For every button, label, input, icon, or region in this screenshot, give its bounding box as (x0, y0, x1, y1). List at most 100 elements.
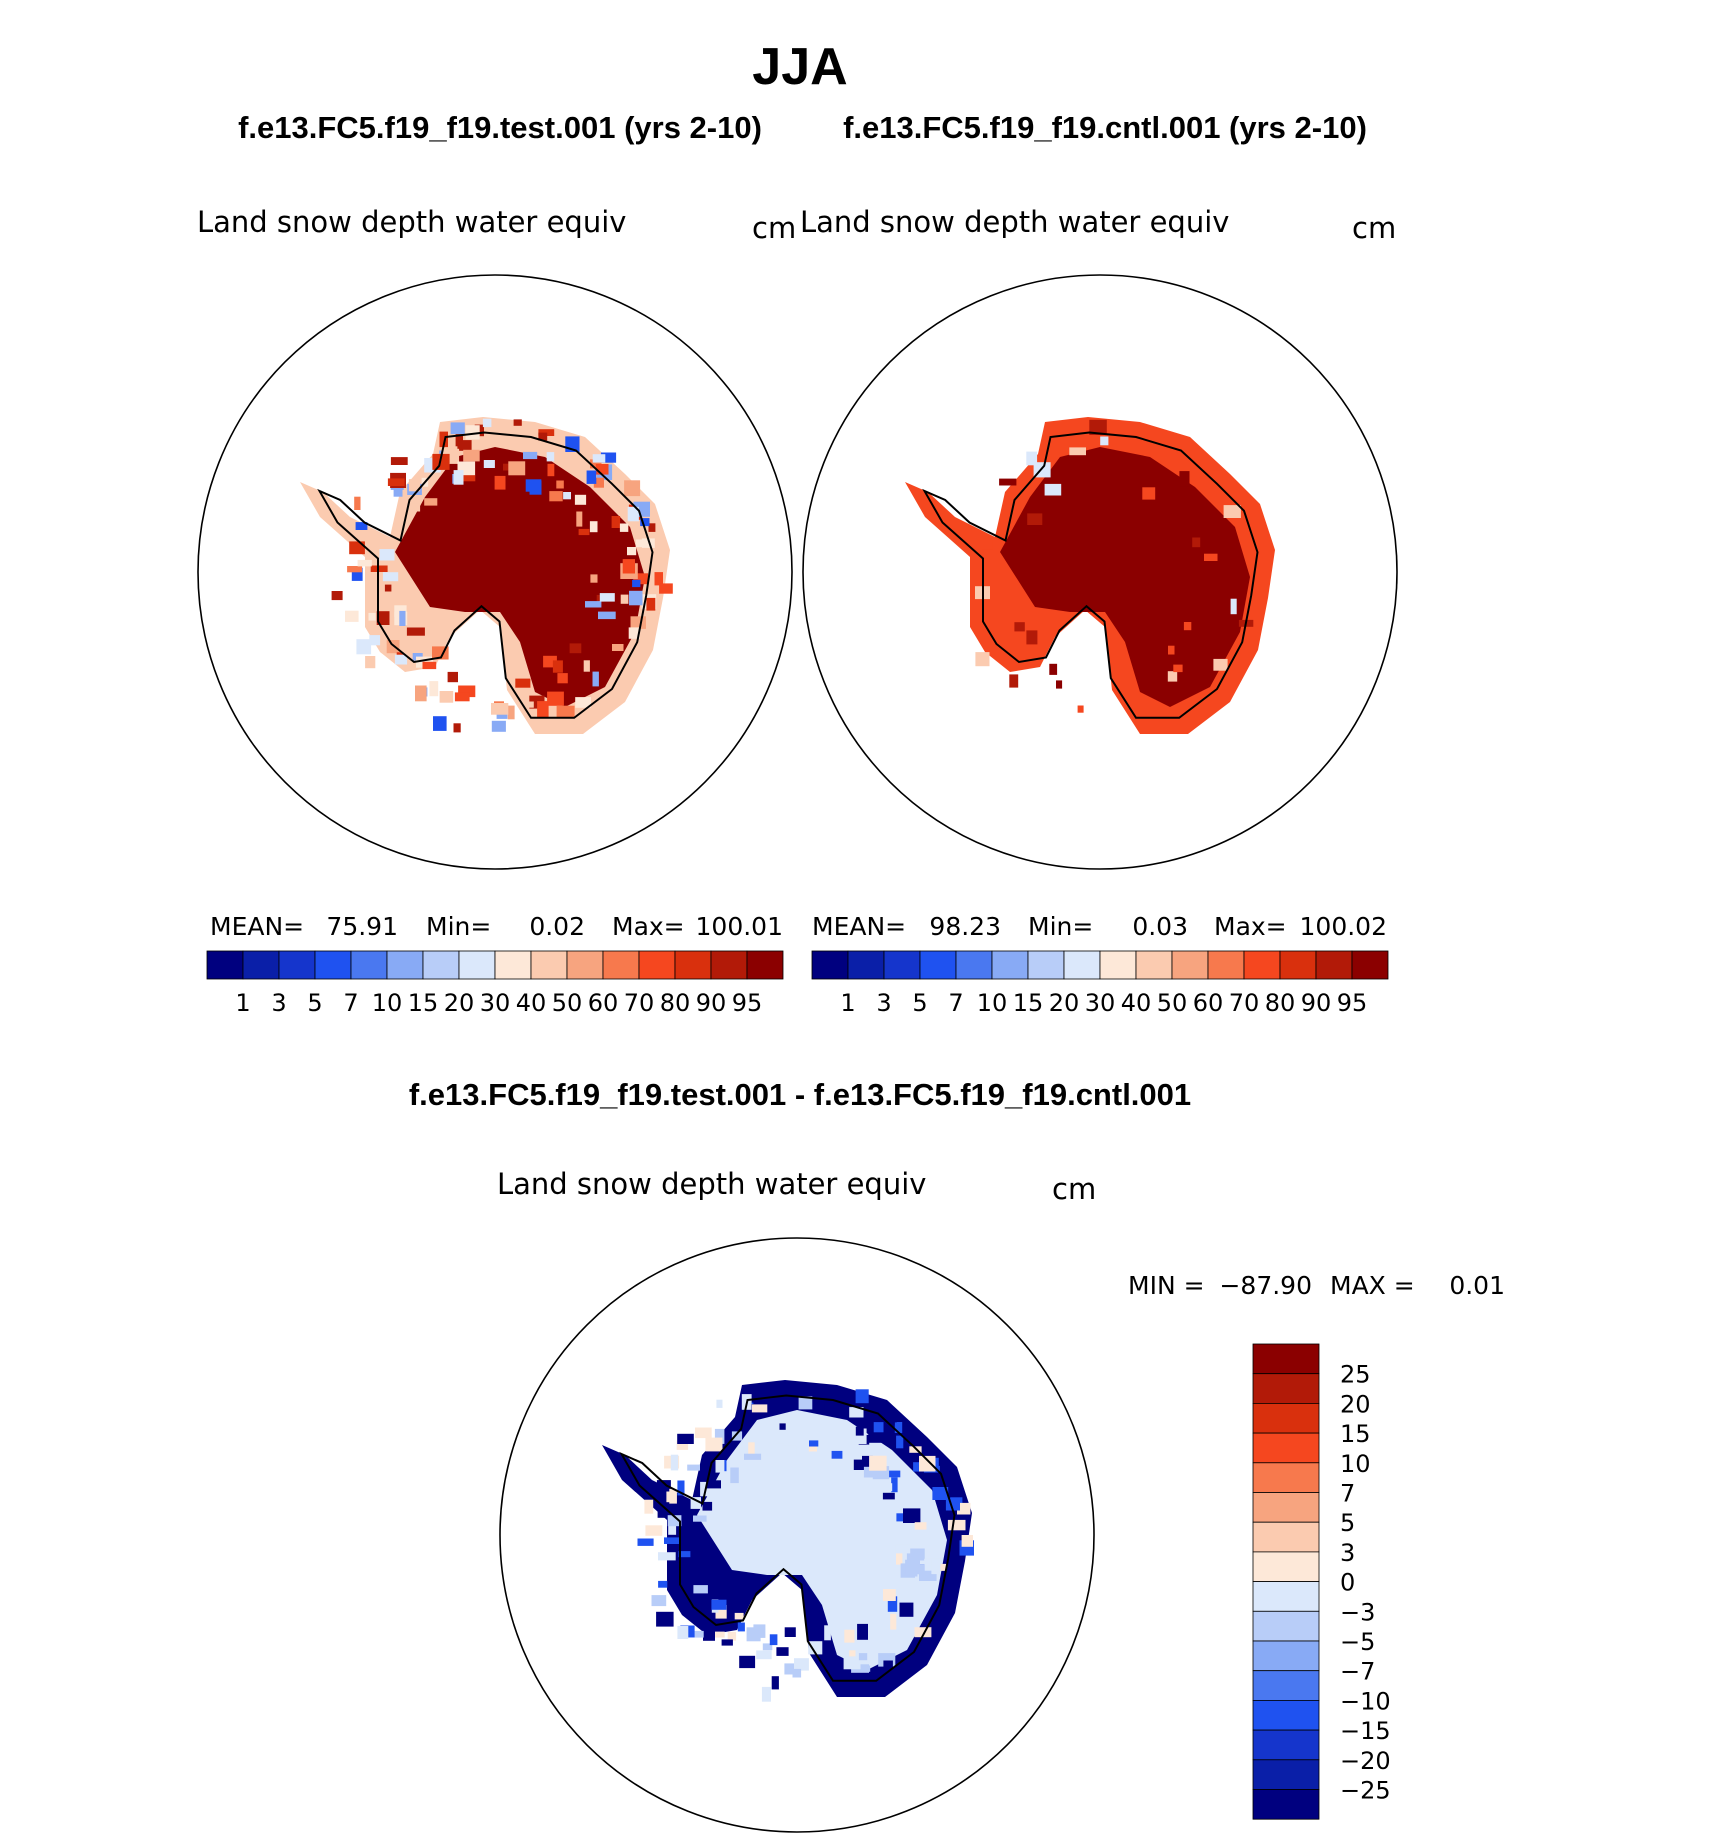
grid-cell (627, 547, 637, 556)
grid-cell (583, 660, 590, 672)
grid-cell (748, 1442, 755, 1456)
grid-cell (705, 1437, 723, 1452)
colorbar-swatch (1027, 950, 1065, 980)
grid-cell (670, 1454, 679, 1471)
colorbar-tick-label: 5 (912, 989, 927, 1017)
grid-cell (914, 1522, 927, 1530)
grid-cell (1026, 451, 1038, 466)
grid-cell (831, 1450, 843, 1459)
grid-cell (919, 1455, 936, 1472)
grid-cell (678, 1551, 691, 1558)
colorbar-swatch (530, 950, 568, 980)
test-map (197, 274, 793, 870)
grid-cell (630, 616, 646, 629)
grid-cell (547, 463, 555, 477)
grid-cell (390, 457, 408, 465)
grid-cell (723, 1606, 733, 1616)
grid-cell (439, 431, 448, 448)
grid-cell (657, 1505, 668, 1518)
colorbar-swatch (1135, 950, 1173, 980)
test-min-value: 0.02 (529, 912, 585, 941)
cntl-min-label: Min= (1028, 912, 1093, 941)
grid-cell (737, 1622, 745, 1632)
grid-cell (369, 635, 381, 646)
grid-cell (1077, 705, 1084, 713)
grid-cell (693, 1585, 708, 1594)
colorbar-tick-label: −3 (1340, 1598, 1375, 1626)
grid-cell (771, 1676, 779, 1690)
colorbar-tick-label: −7 (1340, 1658, 1375, 1686)
grid-cell (600, 452, 617, 463)
colorbar-swatch (883, 950, 921, 980)
colorbar-swatch (602, 950, 640, 980)
grid-cell (957, 1502, 971, 1515)
colorbar-tick-label: −25 (1340, 1777, 1391, 1805)
grid-cell (894, 1422, 903, 1433)
grid-cell (685, 1630, 704, 1638)
grid-cell (491, 720, 506, 732)
grid-cell (648, 523, 656, 532)
grid-cell (592, 671, 599, 687)
colorbar-tick-label: 3 (1340, 1539, 1355, 1567)
grid-cell (658, 1552, 676, 1561)
grid-cell (1014, 622, 1025, 632)
grid-cell (906, 1548, 925, 1561)
grid-cell (931, 1558, 941, 1575)
colorbar-swatch (422, 950, 460, 980)
grid-cell (384, 584, 392, 592)
grid-cell (808, 1443, 817, 1452)
grid-cell (667, 1515, 682, 1527)
colorbar-tick-label: 50 (552, 989, 583, 1017)
colorbar-swatch (1207, 950, 1245, 980)
colorbar-tick-label: 15 (1013, 989, 1044, 1017)
grid-cell (406, 627, 425, 636)
colorbar-tick-label: −20 (1340, 1747, 1391, 1775)
colorbar-swatch (674, 950, 712, 980)
colorbar-swatch (1252, 1789, 1320, 1820)
colorbar-tick-label: 20 (444, 989, 475, 1017)
grid-cell (345, 610, 359, 622)
grid-cell (563, 492, 571, 500)
grid-cell (433, 716, 447, 731)
grid-cell (637, 1538, 654, 1546)
grid-cell (730, 1467, 739, 1484)
grid-cell (883, 1589, 896, 1601)
grid-cell (387, 478, 405, 486)
grid-cell (620, 594, 629, 604)
grid-cell (1089, 419, 1107, 435)
grid-cell (999, 478, 1017, 486)
grid-cell (424, 498, 438, 506)
grid-cell (365, 656, 376, 669)
diff-case-title: f.e13.FC5.f19_f19.test.001 - f.e13.FC5.f… (409, 1077, 1191, 1112)
colorbar-tick-label: 20 (1049, 989, 1080, 1017)
grid-cell (855, 1426, 864, 1436)
colorbar-swatch (1252, 1403, 1320, 1434)
grid-cell (1183, 622, 1192, 631)
colorbar-tick-label: 30 (1085, 989, 1116, 1017)
grid-cell (656, 1611, 674, 1627)
colorbar-swatch (1252, 1373, 1320, 1404)
grid-cell (779, 1423, 786, 1430)
grid-cell (677, 1433, 694, 1444)
diff-max-value: 0.01 (1449, 1271, 1505, 1300)
grid-cell (351, 567, 363, 581)
colorbar-swatch (811, 950, 849, 980)
colorbar-tick-label: 50 (1157, 989, 1188, 1017)
grid-cell (453, 470, 464, 485)
colorbar-tick-label: 10 (1340, 1450, 1371, 1478)
grid-cell (368, 612, 376, 621)
grid-cell (646, 597, 656, 611)
cntl-map (802, 274, 1398, 870)
colorbar-swatch (1252, 1462, 1320, 1493)
colorbar-tick-label: −10 (1340, 1687, 1391, 1715)
colorbar-swatch (1252, 1521, 1320, 1553)
grid-cell (590, 574, 598, 583)
colorbar-swatch (1099, 950, 1137, 980)
grid-cell (482, 418, 492, 428)
grid-cell (869, 1455, 887, 1471)
colorbar-swatch (1252, 1640, 1320, 1672)
colorbar-tick-label: 1 (235, 989, 250, 1017)
grid-cell (895, 1544, 911, 1554)
colorbar-swatch (1252, 1700, 1320, 1731)
colorbar-tick-label: 7 (343, 989, 358, 1017)
